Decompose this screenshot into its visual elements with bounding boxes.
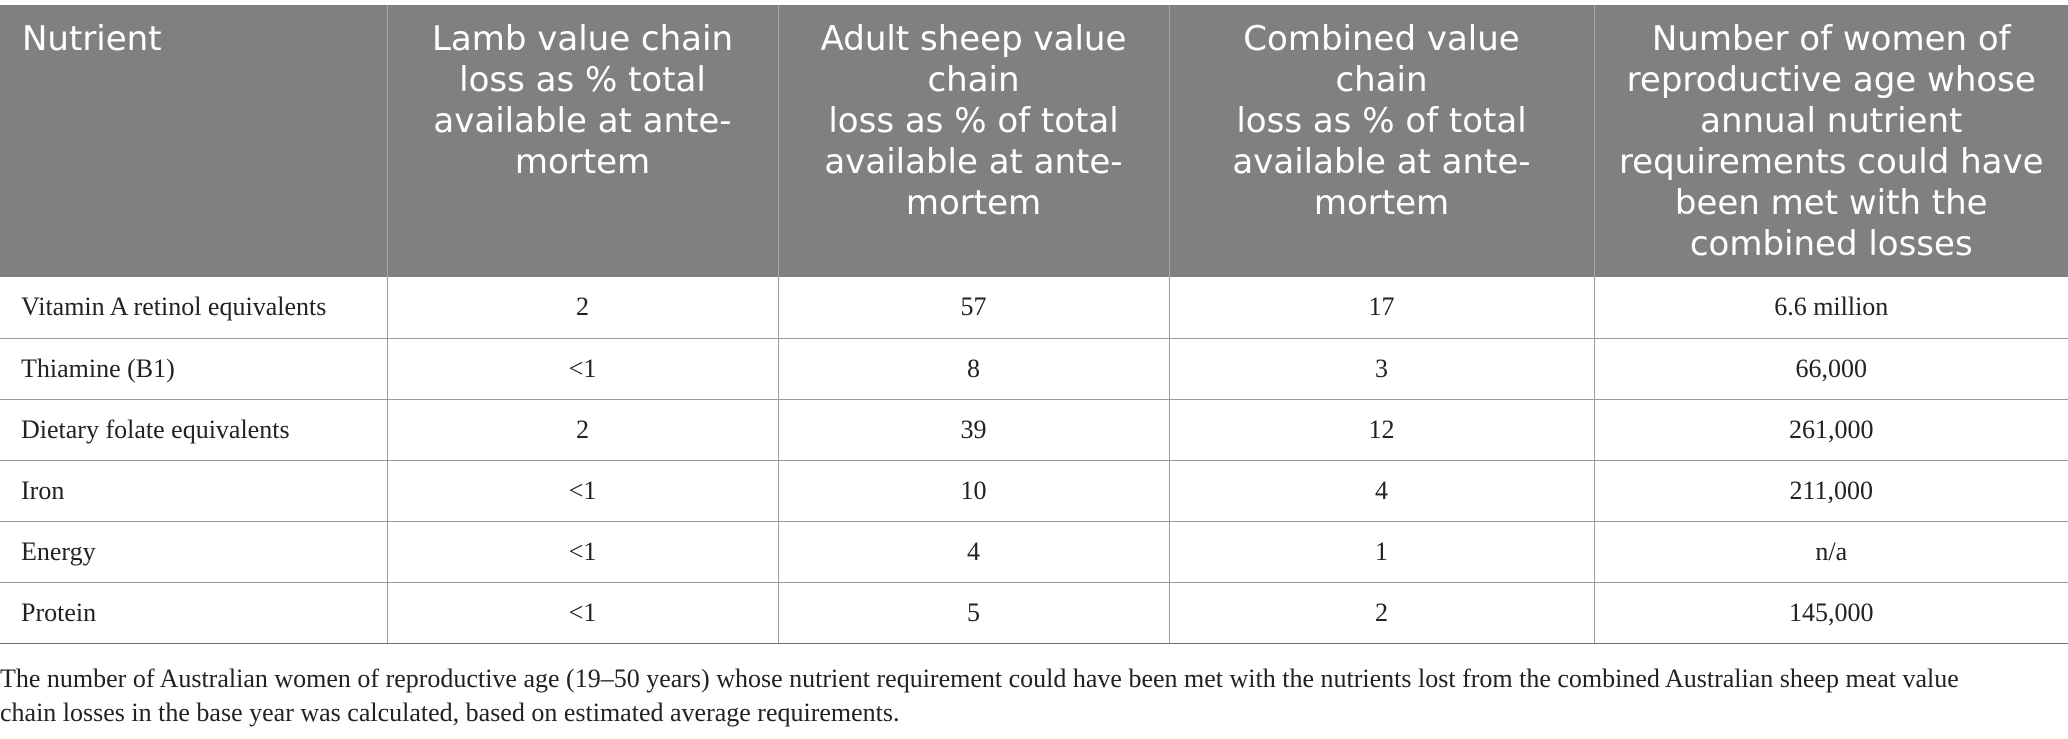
- nutrient-loss-table: Nutrient Lamb value chain loss as % tota…: [0, 5, 2068, 644]
- header-line: mortem: [514, 142, 651, 182]
- header-combined-loss: Combined value chain loss as % of total …: [1169, 5, 1595, 277]
- table-row: Energy <1 4 1 n/a: [0, 521, 2068, 583]
- women-count-cell: 66,000: [1594, 338, 2068, 400]
- footnote-line: The number of Australian women of reprod…: [0, 664, 1959, 693]
- lamb-loss-cell: <1: [387, 521, 779, 583]
- nutrient-table-container: Nutrient Lamb value chain loss as % tota…: [0, 5, 2068, 644]
- header-line: loss as % of total: [828, 101, 1119, 141]
- table-row: Iron <1 10 4 211,000: [0, 460, 2068, 522]
- women-count-cell: 261,000: [1594, 399, 2068, 461]
- header-adult-sheep-loss: Adult sheep value chain loss as % of tot…: [778, 5, 1170, 277]
- adult-sheep-loss-cell: 5: [778, 582, 1170, 644]
- header-line: Combined value: [1243, 19, 1520, 59]
- nutrient-cell: Protein: [0, 582, 388, 644]
- table-row: Vitamin A retinol equivalents 2 57 17 6.…: [0, 277, 2068, 339]
- header-line: been met with the: [1674, 183, 1988, 223]
- header-line: chain: [1335, 60, 1428, 100]
- nutrient-cell: Thiamine (B1): [0, 338, 388, 400]
- table-row: Thiamine (B1) <1 8 3 66,000: [0, 338, 2068, 400]
- header-line: reproductive age whose: [1626, 60, 2036, 100]
- lamb-loss-cell: <1: [387, 338, 779, 400]
- table-row: Dietary folate equivalents 2 39 12 261,0…: [0, 399, 2068, 461]
- header-row: Nutrient Lamb value chain loss as % tota…: [0, 5, 2068, 277]
- header-line: Lamb value chain: [431, 19, 734, 59]
- table-row: Protein <1 5 2 145,000: [0, 582, 2068, 644]
- adult-sheep-loss-cell: 4: [778, 521, 1170, 583]
- footnote-line: chain losses in the base year was calcul…: [0, 698, 900, 727]
- nutrient-cell: Vitamin A retinol equivalents: [0, 277, 388, 339]
- combined-loss-cell: 1: [1169, 521, 1595, 583]
- lamb-loss-cell: 2: [387, 399, 779, 461]
- combined-loss-cell: 3: [1169, 338, 1595, 400]
- nutrient-cell: Iron: [0, 460, 388, 522]
- header-line: mortem: [1313, 183, 1450, 223]
- lamb-loss-cell: 2: [387, 277, 779, 339]
- lamb-loss-cell: <1: [387, 460, 779, 522]
- header-line: Nutrient: [22, 19, 162, 59]
- women-count-cell: 145,000: [1594, 582, 2068, 644]
- header-line: requirements could have: [1618, 142, 2044, 182]
- header-line: mortem: [905, 183, 1042, 223]
- header-lamb-loss: Lamb value chain loss as % total availab…: [387, 5, 779, 277]
- header-line: available at ante-: [824, 142, 1123, 182]
- header-line: available at ante-: [433, 101, 732, 141]
- lamb-loss-cell: <1: [387, 582, 779, 644]
- combined-loss-cell: 12: [1169, 399, 1595, 461]
- header-nutrient: Nutrient: [0, 5, 388, 277]
- adult-sheep-loss-cell: 57: [778, 277, 1170, 339]
- adult-sheep-loss-cell: 8: [778, 338, 1170, 400]
- header-line: Adult sheep value: [820, 19, 1127, 59]
- table-header: Nutrient Lamb value chain loss as % tota…: [0, 5, 2068, 277]
- nutrient-cell: Energy: [0, 521, 388, 583]
- header-line: Number of women of: [1651, 19, 2011, 59]
- combined-loss-cell: 4: [1169, 460, 1595, 522]
- women-count-cell: 6.6 million: [1594, 277, 2068, 339]
- table-footnote: The number of Australian women of reprod…: [0, 662, 2060, 730]
- nutrient-cell: Dietary folate equivalents: [0, 399, 388, 461]
- header-line: annual nutrient: [1700, 101, 1963, 141]
- women-count-cell: n/a: [1594, 521, 2068, 583]
- header-line: loss as % of total: [1236, 101, 1527, 141]
- header-line: available at ante-: [1232, 142, 1531, 182]
- header-line: chain: [927, 60, 1020, 100]
- women-count-cell: 211,000: [1594, 460, 2068, 522]
- header-line: loss as % total: [459, 60, 706, 100]
- combined-loss-cell: 2: [1169, 582, 1595, 644]
- table-body: Vitamin A retinol equivalents 2 57 17 6.…: [0, 277, 2068, 644]
- header-women-count: Number of women of reproductive age whos…: [1594, 5, 2068, 277]
- adult-sheep-loss-cell: 10: [778, 460, 1170, 522]
- adult-sheep-loss-cell: 39: [778, 399, 1170, 461]
- header-line: combined losses: [1689, 224, 1973, 264]
- combined-loss-cell: 17: [1169, 277, 1595, 339]
